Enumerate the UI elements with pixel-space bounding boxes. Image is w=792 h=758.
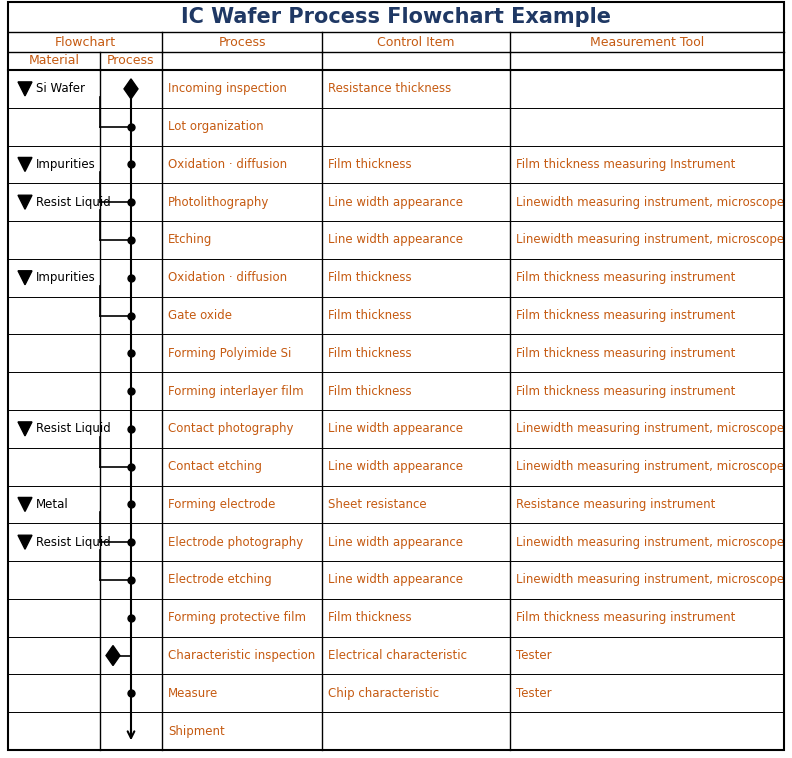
- Text: Line width appearance: Line width appearance: [328, 196, 463, 208]
- Text: Impurities: Impurities: [36, 271, 96, 284]
- Text: Sheet resistance: Sheet resistance: [328, 498, 427, 511]
- Text: Tester: Tester: [516, 687, 551, 700]
- Text: Chip characteristic: Chip characteristic: [328, 687, 439, 700]
- Polygon shape: [18, 196, 32, 209]
- Text: Film thickness measuring instrument: Film thickness measuring instrument: [516, 309, 736, 322]
- Text: Film thickness measuring instrument: Film thickness measuring instrument: [516, 611, 736, 625]
- Text: Film thickness: Film thickness: [328, 384, 412, 398]
- Text: Gate oxide: Gate oxide: [168, 309, 232, 322]
- Text: Forming Polyimide Si: Forming Polyimide Si: [168, 347, 291, 360]
- Text: Line width appearance: Line width appearance: [328, 574, 463, 587]
- Text: Film thickness: Film thickness: [328, 271, 412, 284]
- Text: Film thickness: Film thickness: [328, 347, 412, 360]
- Text: IC Wafer Process Flowchart Example: IC Wafer Process Flowchart Example: [181, 7, 611, 27]
- Text: Forming interlayer film: Forming interlayer film: [168, 384, 303, 398]
- Text: Process: Process: [107, 55, 154, 67]
- Text: Film thickness: Film thickness: [328, 611, 412, 625]
- Text: Contact etching: Contact etching: [168, 460, 262, 473]
- Text: Linewidth measuring instrument, microscope: Linewidth measuring instrument, microsco…: [516, 196, 784, 208]
- Polygon shape: [18, 535, 32, 550]
- Text: Film thickness measuring instrument: Film thickness measuring instrument: [516, 347, 736, 360]
- Text: Control Item: Control Item: [377, 36, 455, 49]
- Text: Shipment: Shipment: [168, 725, 225, 738]
- Text: Electrical characteristic: Electrical characteristic: [328, 649, 467, 662]
- Text: Impurities: Impurities: [36, 158, 96, 171]
- Text: Characteristic inspection: Characteristic inspection: [168, 649, 315, 662]
- Text: Resistance measuring instrument: Resistance measuring instrument: [516, 498, 715, 511]
- Text: Metal: Metal: [36, 498, 69, 511]
- Text: Forming protective film: Forming protective film: [168, 611, 306, 625]
- Text: Si Wafer: Si Wafer: [36, 83, 85, 96]
- Polygon shape: [18, 82, 32, 96]
- Text: Linewidth measuring instrument, microscope: Linewidth measuring instrument, microsco…: [516, 422, 784, 435]
- Text: Film thickness measuring instrument: Film thickness measuring instrument: [516, 384, 736, 398]
- Text: Photolithography: Photolithography: [168, 196, 269, 208]
- Text: Resistance thickness: Resistance thickness: [328, 83, 451, 96]
- Text: Oxidation · diffusion: Oxidation · diffusion: [168, 271, 287, 284]
- Text: Film thickness: Film thickness: [328, 309, 412, 322]
- Text: Line width appearance: Line width appearance: [328, 536, 463, 549]
- Text: Contact photography: Contact photography: [168, 422, 294, 435]
- Text: Incoming inspection: Incoming inspection: [168, 83, 287, 96]
- Text: Line width appearance: Line width appearance: [328, 422, 463, 435]
- Text: Tester: Tester: [516, 649, 551, 662]
- Text: Electrode photography: Electrode photography: [168, 536, 303, 549]
- Text: Oxidation · diffusion: Oxidation · diffusion: [168, 158, 287, 171]
- Text: Line width appearance: Line width appearance: [328, 460, 463, 473]
- Text: Linewidth measuring instrument, microscope: Linewidth measuring instrument, microsco…: [516, 460, 784, 473]
- Polygon shape: [18, 497, 32, 512]
- Text: Etching: Etching: [168, 233, 212, 246]
- Text: Forming electrode: Forming electrode: [168, 498, 276, 511]
- Polygon shape: [18, 271, 32, 285]
- Text: Line width appearance: Line width appearance: [328, 233, 463, 246]
- Text: Resist Liquid: Resist Liquid: [36, 536, 111, 549]
- Text: Film thickness measuring Instrument: Film thickness measuring Instrument: [516, 158, 736, 171]
- Text: Electrode etching: Electrode etching: [168, 574, 272, 587]
- Text: Resist Liquid: Resist Liquid: [36, 422, 111, 435]
- Text: Process: Process: [219, 36, 266, 49]
- Text: Linewidth measuring instrument, microscope: Linewidth measuring instrument, microsco…: [516, 574, 784, 587]
- Text: Lot organization: Lot organization: [168, 121, 264, 133]
- Polygon shape: [106, 646, 120, 666]
- Polygon shape: [18, 422, 32, 436]
- Text: Measurement Tool: Measurement Tool: [590, 36, 704, 49]
- Text: Film thickness measuring instrument: Film thickness measuring instrument: [516, 271, 736, 284]
- Polygon shape: [124, 79, 138, 99]
- Polygon shape: [18, 158, 32, 171]
- Text: Film thickness: Film thickness: [328, 158, 412, 171]
- Text: Linewidth measuring instrument, microscope: Linewidth measuring instrument, microsco…: [516, 233, 784, 246]
- Text: Material: Material: [29, 55, 79, 67]
- Text: Linewidth measuring instrument, microscope: Linewidth measuring instrument, microsco…: [516, 536, 784, 549]
- Text: Flowchart: Flowchart: [55, 36, 116, 49]
- Text: Measure: Measure: [168, 687, 219, 700]
- Text: Resist Liquid: Resist Liquid: [36, 196, 111, 208]
